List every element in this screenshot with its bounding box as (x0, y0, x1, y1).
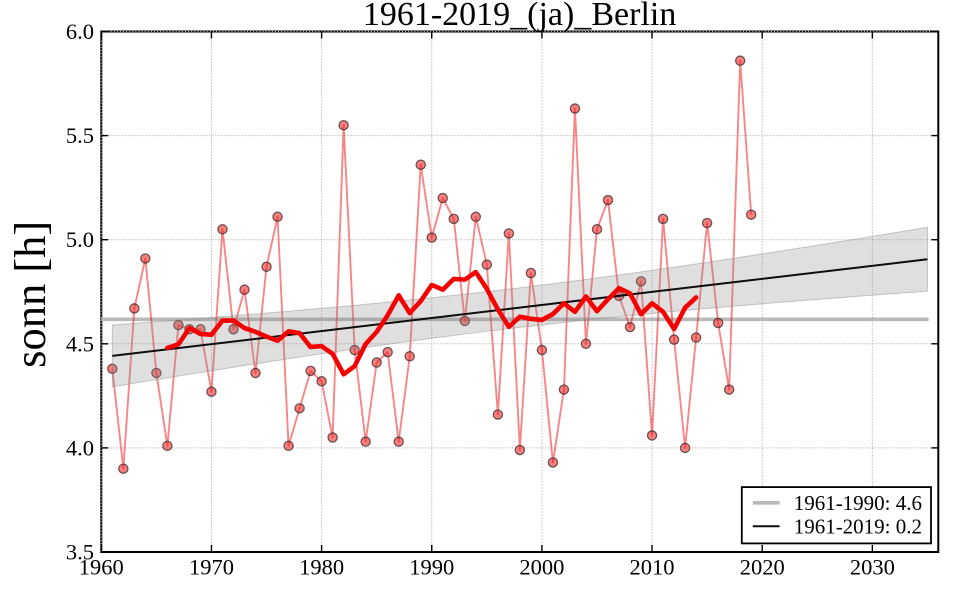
svg-text:5.0: 5.0 (66, 227, 94, 252)
svg-text:sonn [h]: sonn [h] (5, 221, 55, 368)
svg-text:1980: 1980 (299, 555, 344, 580)
svg-text:1990: 1990 (409, 555, 454, 580)
svg-text:4.5: 4.5 (66, 331, 94, 356)
svg-text:3.5: 3.5 (66, 539, 94, 564)
svg-text:6.0: 6.0 (66, 19, 94, 44)
svg-text:2010: 2010 (630, 555, 675, 580)
svg-text:2000: 2000 (519, 555, 564, 580)
svg-text:5.5: 5.5 (66, 123, 94, 148)
svg-text:4.0: 4.0 (66, 435, 94, 460)
svg-text:1961-1990: 4.6: 1961-1990: 4.6 (794, 491, 922, 515)
svg-text:1970: 1970 (189, 555, 234, 580)
svg-text:1961-2019: 0.2: 1961-2019: 0.2 (794, 515, 922, 539)
svg-text:2020: 2020 (740, 555, 785, 580)
svg-text:1960: 1960 (79, 555, 124, 580)
svg-text:2030: 2030 (850, 555, 895, 580)
svg-text:1961-2019_(ja)_Berlin: 1961-2019_(ja)_Berlin (363, 0, 677, 33)
